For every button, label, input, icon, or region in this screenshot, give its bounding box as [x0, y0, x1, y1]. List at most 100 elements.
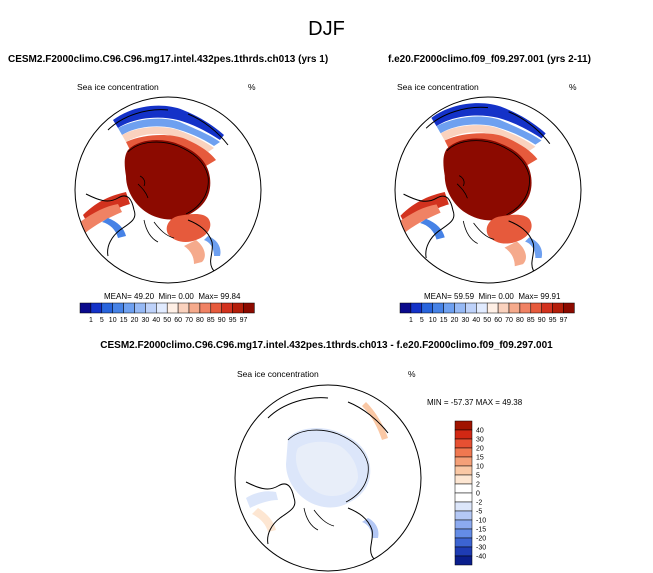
- panel2-colorbar-box: [410, 302, 423, 314]
- panel2-colorbar-tick-label: 20: [451, 317, 459, 324]
- panel1-colorbar-box: [112, 302, 124, 314]
- panel1-colorbar-box: [221, 302, 233, 314]
- panel1-colorbar-tick-label: 60: [174, 317, 182, 324]
- panel2-map-border: [394, 96, 582, 284]
- difference-colorbar-tick-label: 10: [476, 464, 484, 471]
- difference-colorbar-box: [454, 537, 473, 548]
- panel1-max-value: 99.84: [220, 292, 241, 301]
- panel2-colorbar-tick-label: 15: [440, 317, 448, 324]
- difference-colorbar-box: [454, 546, 473, 557]
- season-title: DJF: [308, 18, 345, 40]
- difference-colorbar-tick-label: 40: [476, 428, 484, 435]
- panel1-colorbar-tick-label: 50: [163, 317, 171, 324]
- panel1-colorbar-box: [79, 302, 92, 314]
- difference-colorbar-box: [454, 555, 473, 566]
- difference-colorbar-tick-label: -15: [476, 527, 486, 534]
- panel1-colorbar-tick-label: 70: [185, 317, 193, 324]
- difference-colorbar-box: [454, 438, 473, 449]
- panel1-polar-map: [74, 96, 262, 284]
- difference-colorbar-box: [454, 501, 473, 512]
- difference-colorbar-box: [454, 510, 473, 521]
- panel2-colorbar-tick-label: 97: [560, 317, 568, 324]
- difference-colorbar-box: [454, 456, 473, 467]
- difference-colorbar-tick-label: 30: [476, 437, 484, 444]
- panel1-min-label: Min=: [158, 292, 177, 301]
- panel1-units-label: %: [248, 82, 256, 92]
- panel1-colorbar-tick-label: 80: [196, 317, 204, 324]
- panel1-colorbar-box: [123, 302, 135, 314]
- panel1-colorbar-tick-label: 40: [152, 317, 160, 324]
- panel2-colorbar-box: [465, 302, 477, 314]
- difference-colorbar-tick-label: 0: [476, 491, 480, 498]
- panel2-colorbar-tick-label: 70: [505, 317, 513, 324]
- panel2-colorbar: 1 5 10 15 20 30 40 50 60 70 80 85 90 95 97: [399, 302, 575, 324]
- panel2-colorbar-box: [432, 302, 444, 314]
- panel1-colorbar-tick-label: 85: [207, 317, 215, 324]
- panel1-colorbar-box: [177, 302, 190, 314]
- panel2-colorbar-tick-label: 50: [483, 317, 491, 324]
- difference-units-label: %: [408, 369, 416, 379]
- difference-colorbar-tick-label: 15: [476, 455, 484, 462]
- panel1-colorbar-box: [243, 302, 255, 314]
- panel2-min-label: Min=: [478, 292, 497, 301]
- panel1-colorbar-box: [90, 302, 103, 314]
- difference-polar-map: [234, 384, 422, 572]
- panel2-colorbar-tick-label: 60: [494, 317, 502, 324]
- panel1-colorbar-box: [101, 302, 113, 314]
- panel2-colorbar-box: [508, 302, 521, 314]
- difference-max-value: 49.38: [502, 398, 523, 407]
- panel1-colorbar-box: [134, 302, 146, 314]
- panel1-colorbar-tick-label: 20: [131, 317, 139, 324]
- difference-colorbar-box: [454, 429, 473, 440]
- difference-colorbar-box: [454, 447, 473, 458]
- panel1-colorbar-box: [199, 302, 212, 314]
- difference-colorbar-box: [454, 519, 473, 530]
- difference-colorbar-box: [454, 420, 473, 431]
- panel2-colorbar-tick-label: 5: [420, 317, 424, 324]
- difference-title: CESM2.F2000climo.C96.C96.mg17.intel.432p…: [100, 340, 553, 351]
- panel2-colorbar-box: [563, 302, 575, 314]
- panel1-colorbar-tick-label: 30: [142, 317, 150, 324]
- panel2-colorbar-tick-label: 1: [409, 317, 413, 324]
- panel1-colorbar: 1 5 10 15 20 30 40 50 60 70 80 85 90 95 97: [79, 302, 255, 324]
- panel1-colorbar-box: [166, 302, 179, 314]
- panel1-variable-label: Sea ice concentration: [77, 82, 159, 92]
- difference-colorbar-box: [454, 483, 473, 494]
- difference-colorbar-tick-label: -10: [476, 518, 486, 525]
- panel1-colorbar-box: [232, 302, 244, 314]
- difference-colorbar-tick-label: 2: [476, 482, 480, 489]
- panel2-units-label: %: [569, 82, 577, 92]
- panel2-min-value: 0.00: [498, 292, 514, 301]
- panel2-colorbar-box: [541, 302, 553, 314]
- difference-variable-label: Sea ice concentration: [237, 369, 319, 379]
- panel2-max-value: 99.91: [540, 292, 561, 301]
- panel2-colorbar-box: [454, 302, 466, 314]
- difference-min-label: MIN =: [427, 398, 449, 407]
- difference-colorbar-box: [454, 474, 473, 485]
- panel1-stats: MEAN= 49.20 Min= 0.00 Max= 99.84: [104, 292, 240, 301]
- panel2-colorbar-box: [421, 302, 433, 314]
- panel2-colorbar-box: [399, 302, 412, 314]
- difference-colorbar-tick-label: -40: [476, 554, 486, 561]
- panel2-colorbar-tick-label: 95: [549, 317, 557, 324]
- panel2-colorbar-tick-label: 90: [538, 317, 546, 324]
- panel1-colorbar-box: [210, 302, 222, 314]
- difference-colorbar-box: [454, 465, 473, 476]
- difference-colorbar-tick-label: -2: [476, 500, 482, 507]
- panel2-colorbar-tick-label: 10: [429, 317, 437, 324]
- panel2-mean-value: 59.59: [454, 292, 475, 301]
- panel2-colorbar-tick-label: 80: [516, 317, 524, 324]
- difference-colorbar-box: [454, 492, 473, 503]
- panel2-polar-map: [394, 96, 582, 284]
- difference-colorbar-tick-label: -5: [476, 509, 482, 516]
- panel1-map-border: [74, 96, 262, 284]
- panel2-mean-label: MEAN=: [424, 292, 452, 301]
- panel1-colorbar-tick-label: 90: [218, 317, 226, 324]
- panel2-colorbar-tick-label: 30: [462, 317, 470, 324]
- difference-max-label: MAX =: [475, 398, 500, 407]
- difference-stats: MIN = -57.37 MAX = 49.38: [427, 398, 522, 407]
- panel2-colorbar-box: [530, 302, 542, 314]
- difference-colorbar-tick-label: 5: [476, 473, 480, 480]
